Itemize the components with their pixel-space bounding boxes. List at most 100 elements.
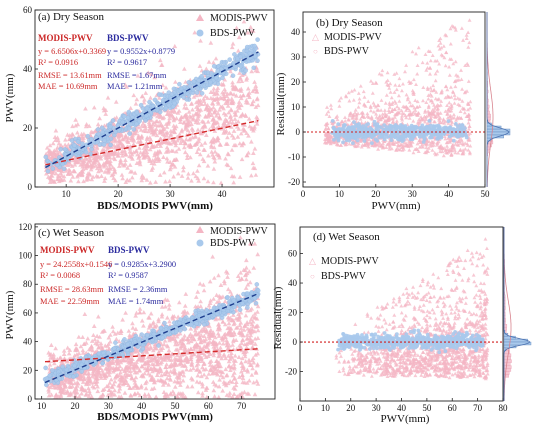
modis-point bbox=[234, 25, 239, 30]
y-tick-label: 60 bbox=[23, 5, 33, 15]
bds-residual-point bbox=[345, 127, 350, 131]
legend-modis-label: MODIS-PWV bbox=[324, 32, 383, 43]
modis-point bbox=[135, 152, 140, 157]
modis-point bbox=[138, 150, 143, 155]
bds-point bbox=[230, 73, 236, 78]
modis-residual-point bbox=[432, 87, 437, 92]
modis-point bbox=[128, 392, 134, 397]
legend-bds-label: BDS-PWV bbox=[210, 28, 256, 39]
modis-residual-point bbox=[389, 95, 394, 100]
modis-point bbox=[109, 173, 115, 178]
modis-point bbox=[222, 89, 228, 94]
modis-point bbox=[246, 92, 251, 98]
modis-point bbox=[229, 100, 234, 105]
modis-point bbox=[74, 159, 80, 165]
modis-point bbox=[208, 40, 214, 45]
modis-point bbox=[204, 132, 209, 137]
modis-point bbox=[215, 99, 221, 104]
modis-point bbox=[212, 159, 218, 164]
modis-point bbox=[160, 128, 165, 133]
modis-point bbox=[196, 146, 201, 151]
modis-residual-point bbox=[415, 63, 420, 67]
modis-residual-point bbox=[423, 52, 428, 56]
modis-point bbox=[144, 146, 150, 151]
modis-point bbox=[101, 164, 107, 169]
modis-point bbox=[112, 149, 118, 154]
modis-point bbox=[131, 93, 137, 98]
modis-point bbox=[123, 157, 128, 162]
modis-point bbox=[181, 168, 186, 173]
modis-point bbox=[94, 173, 99, 178]
y-tick-label: -10 bbox=[288, 152, 300, 162]
modis-point bbox=[172, 43, 178, 49]
modis-point bbox=[244, 153, 250, 158]
modis-point bbox=[175, 171, 181, 176]
modis-point bbox=[168, 165, 174, 170]
modis-point bbox=[148, 118, 154, 123]
modis-point bbox=[163, 121, 169, 126]
modis-point bbox=[91, 323, 97, 328]
modis-residual-point bbox=[435, 69, 440, 73]
modis-point bbox=[164, 133, 170, 138]
x-tick-label: 40 bbox=[218, 189, 228, 199]
modis-point bbox=[164, 124, 170, 129]
modis-point bbox=[200, 156, 206, 161]
modis-point bbox=[198, 129, 203, 134]
modis-point bbox=[206, 59, 212, 64]
modis-point bbox=[112, 156, 118, 162]
y-tick-label: 10 bbox=[291, 102, 301, 112]
modis-point bbox=[233, 120, 239, 125]
modis-point bbox=[139, 133, 145, 138]
modis-point bbox=[183, 149, 188, 155]
modis-point bbox=[238, 131, 244, 136]
modis-point bbox=[149, 124, 155, 129]
modis-point bbox=[255, 252, 261, 257]
modis-point bbox=[155, 114, 160, 119]
modis-point bbox=[189, 178, 194, 183]
modis-point bbox=[229, 133, 235, 138]
modis-point bbox=[167, 113, 173, 118]
modis-point bbox=[229, 96, 235, 101]
modis-residual-point bbox=[466, 30, 470, 34]
modis-residual-point bbox=[411, 150, 416, 155]
modis-point bbox=[157, 172, 163, 177]
bds-residual-point bbox=[342, 123, 347, 127]
bds-point bbox=[152, 97, 158, 103]
bds-residual-point bbox=[352, 125, 357, 129]
modis-point bbox=[254, 114, 259, 119]
modis-residual-point bbox=[431, 83, 436, 88]
modis-point bbox=[185, 152, 190, 158]
legend-bds-label: BDS-PWV bbox=[324, 46, 370, 57]
modis-point bbox=[175, 138, 180, 143]
modis-point bbox=[196, 102, 201, 108]
modis-residual-point bbox=[329, 106, 334, 111]
modis-residual-point bbox=[395, 104, 400, 109]
modis-point bbox=[211, 180, 216, 185]
bds-residual-point bbox=[351, 141, 355, 146]
bds-point bbox=[171, 86, 177, 92]
modis-point bbox=[172, 116, 177, 121]
modis-point bbox=[157, 129, 163, 134]
bds-point bbox=[58, 146, 63, 152]
bds-point bbox=[144, 105, 150, 111]
modis-point bbox=[254, 89, 260, 94]
modis-point bbox=[114, 336, 119, 341]
modis-point bbox=[76, 334, 82, 339]
modis-point bbox=[137, 306, 143, 311]
bds-residual-point bbox=[357, 123, 362, 128]
modis-point bbox=[151, 320, 156, 325]
modis-residual-point bbox=[465, 61, 470, 66]
modis-residual-point bbox=[468, 99, 473, 104]
bds-residual-point bbox=[336, 122, 341, 126]
bds-point bbox=[43, 154, 49, 160]
modis-point bbox=[94, 144, 100, 149]
bds-residual-point bbox=[330, 119, 335, 123]
modis-point bbox=[227, 119, 233, 124]
histogram-bar-modis bbox=[486, 113, 491, 118]
bds-point bbox=[177, 81, 182, 87]
modis-point bbox=[107, 162, 113, 167]
bds-residual-point bbox=[401, 135, 406, 139]
modis-point bbox=[241, 19, 247, 24]
y-tick-label: -20 bbox=[288, 177, 300, 187]
